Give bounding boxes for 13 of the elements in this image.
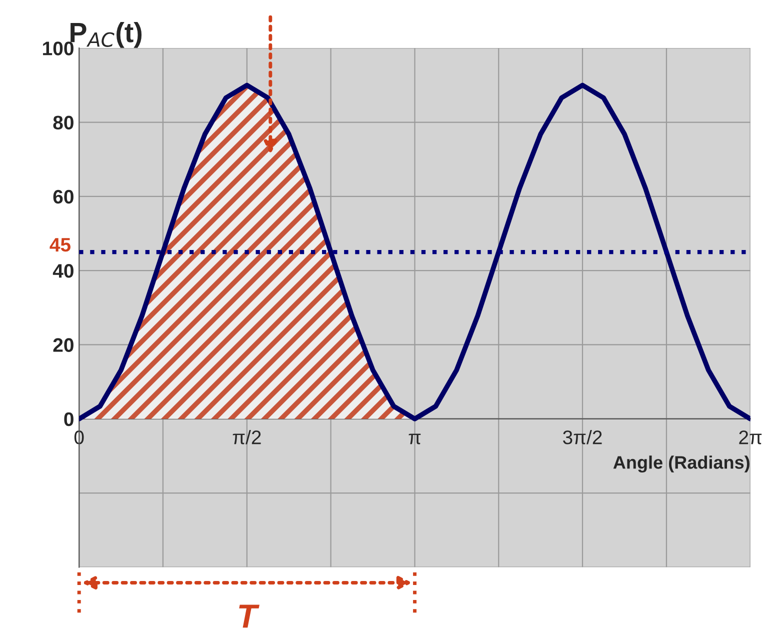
x-tick-label: π/2 — [232, 430, 261, 444]
y-tick-label: 60 — [53, 190, 74, 204]
x-tick-label: 2π — [739, 430, 762, 444]
y-tick-label: 20 — [53, 338, 74, 352]
ref-line-label: 45 — [50, 238, 71, 252]
x-axis-title: Angle (Radians) — [613, 456, 750, 472]
y-tick-label: 80 — [53, 116, 74, 130]
line-series — [79, 82, 750, 422]
y-tick-label: 0 — [64, 412, 74, 426]
x-tick-label: 3π/2 — [563, 430, 602, 444]
text: T — [239, 604, 260, 628]
y-tick-label: 40 — [52, 264, 74, 278]
x-tick-label: π — [408, 434, 421, 444]
